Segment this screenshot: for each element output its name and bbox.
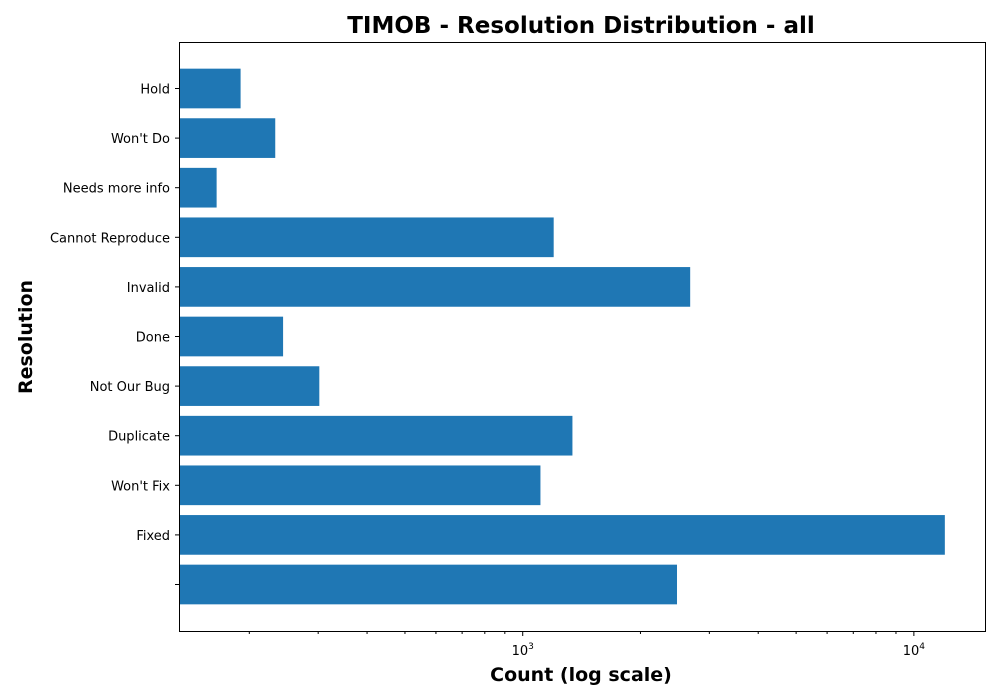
y-tick-label: Invalid xyxy=(127,281,170,296)
y-tick-label: Needs more info xyxy=(63,182,170,197)
bar xyxy=(180,267,691,307)
x-tick-label: 103 xyxy=(512,642,534,659)
bar xyxy=(180,217,554,258)
bars-group xyxy=(180,68,945,605)
y-axis-label: Resolution xyxy=(15,280,37,394)
bar xyxy=(180,415,573,456)
y-tick-label: Hold xyxy=(140,83,170,98)
y-tick-label: Won't Do xyxy=(111,132,170,147)
x-axis-label: Count (log scale) xyxy=(490,664,672,686)
y-tick-label: Won't Fix xyxy=(111,479,170,494)
y-tick-label: Done xyxy=(136,331,170,346)
y-tick-label: Duplicate xyxy=(108,430,170,445)
chart-title: TIMOB - Resolution Distribution - all xyxy=(347,13,815,39)
x-axis: 103 104 xyxy=(248,631,926,659)
y-tick-label: Cannot Reproduce xyxy=(50,231,170,246)
bar xyxy=(180,167,217,208)
bar xyxy=(180,68,241,109)
y-tick-label: Not Our Bug xyxy=(90,380,170,395)
bar xyxy=(180,564,678,605)
bar xyxy=(180,515,945,555)
bar xyxy=(180,316,284,357)
x-tick-label: 104 xyxy=(903,642,926,659)
y-tick-label: Fixed xyxy=(136,529,170,544)
y-axis: Fixed Won't Fix Duplicate Not Our Bug Done In… xyxy=(50,83,180,585)
bar xyxy=(180,366,320,406)
bar xyxy=(180,465,541,506)
bar xyxy=(180,118,276,158)
plot-frame xyxy=(179,42,986,632)
